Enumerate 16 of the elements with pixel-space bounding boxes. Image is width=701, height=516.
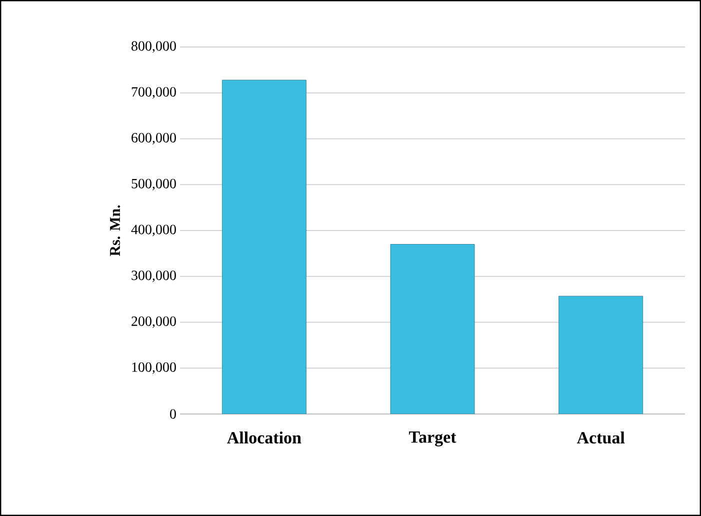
y-axis-title: Rs. Mn. xyxy=(110,205,120,256)
y-tick-label: 200,000 xyxy=(132,316,176,328)
y-tick-label: 400,000 xyxy=(131,224,176,236)
x-tick-label: Allocation xyxy=(227,432,302,444)
y-tick-label: 0 xyxy=(170,409,176,419)
y-tick-label: 100,000 xyxy=(132,362,176,374)
y-tick-label: 700,000 xyxy=(132,87,176,99)
y-tick-label: 600,000 xyxy=(132,133,176,144)
x-tick-label: Target xyxy=(409,432,456,446)
y-tick-label: 800,000 xyxy=(132,41,176,53)
bar xyxy=(390,244,475,414)
bar xyxy=(558,296,644,414)
y-tick-label: 500,000 xyxy=(132,178,176,190)
y-tick-label: 300,000 xyxy=(132,270,176,282)
x-tick-label: Actual xyxy=(576,432,625,444)
bar xyxy=(222,80,306,414)
